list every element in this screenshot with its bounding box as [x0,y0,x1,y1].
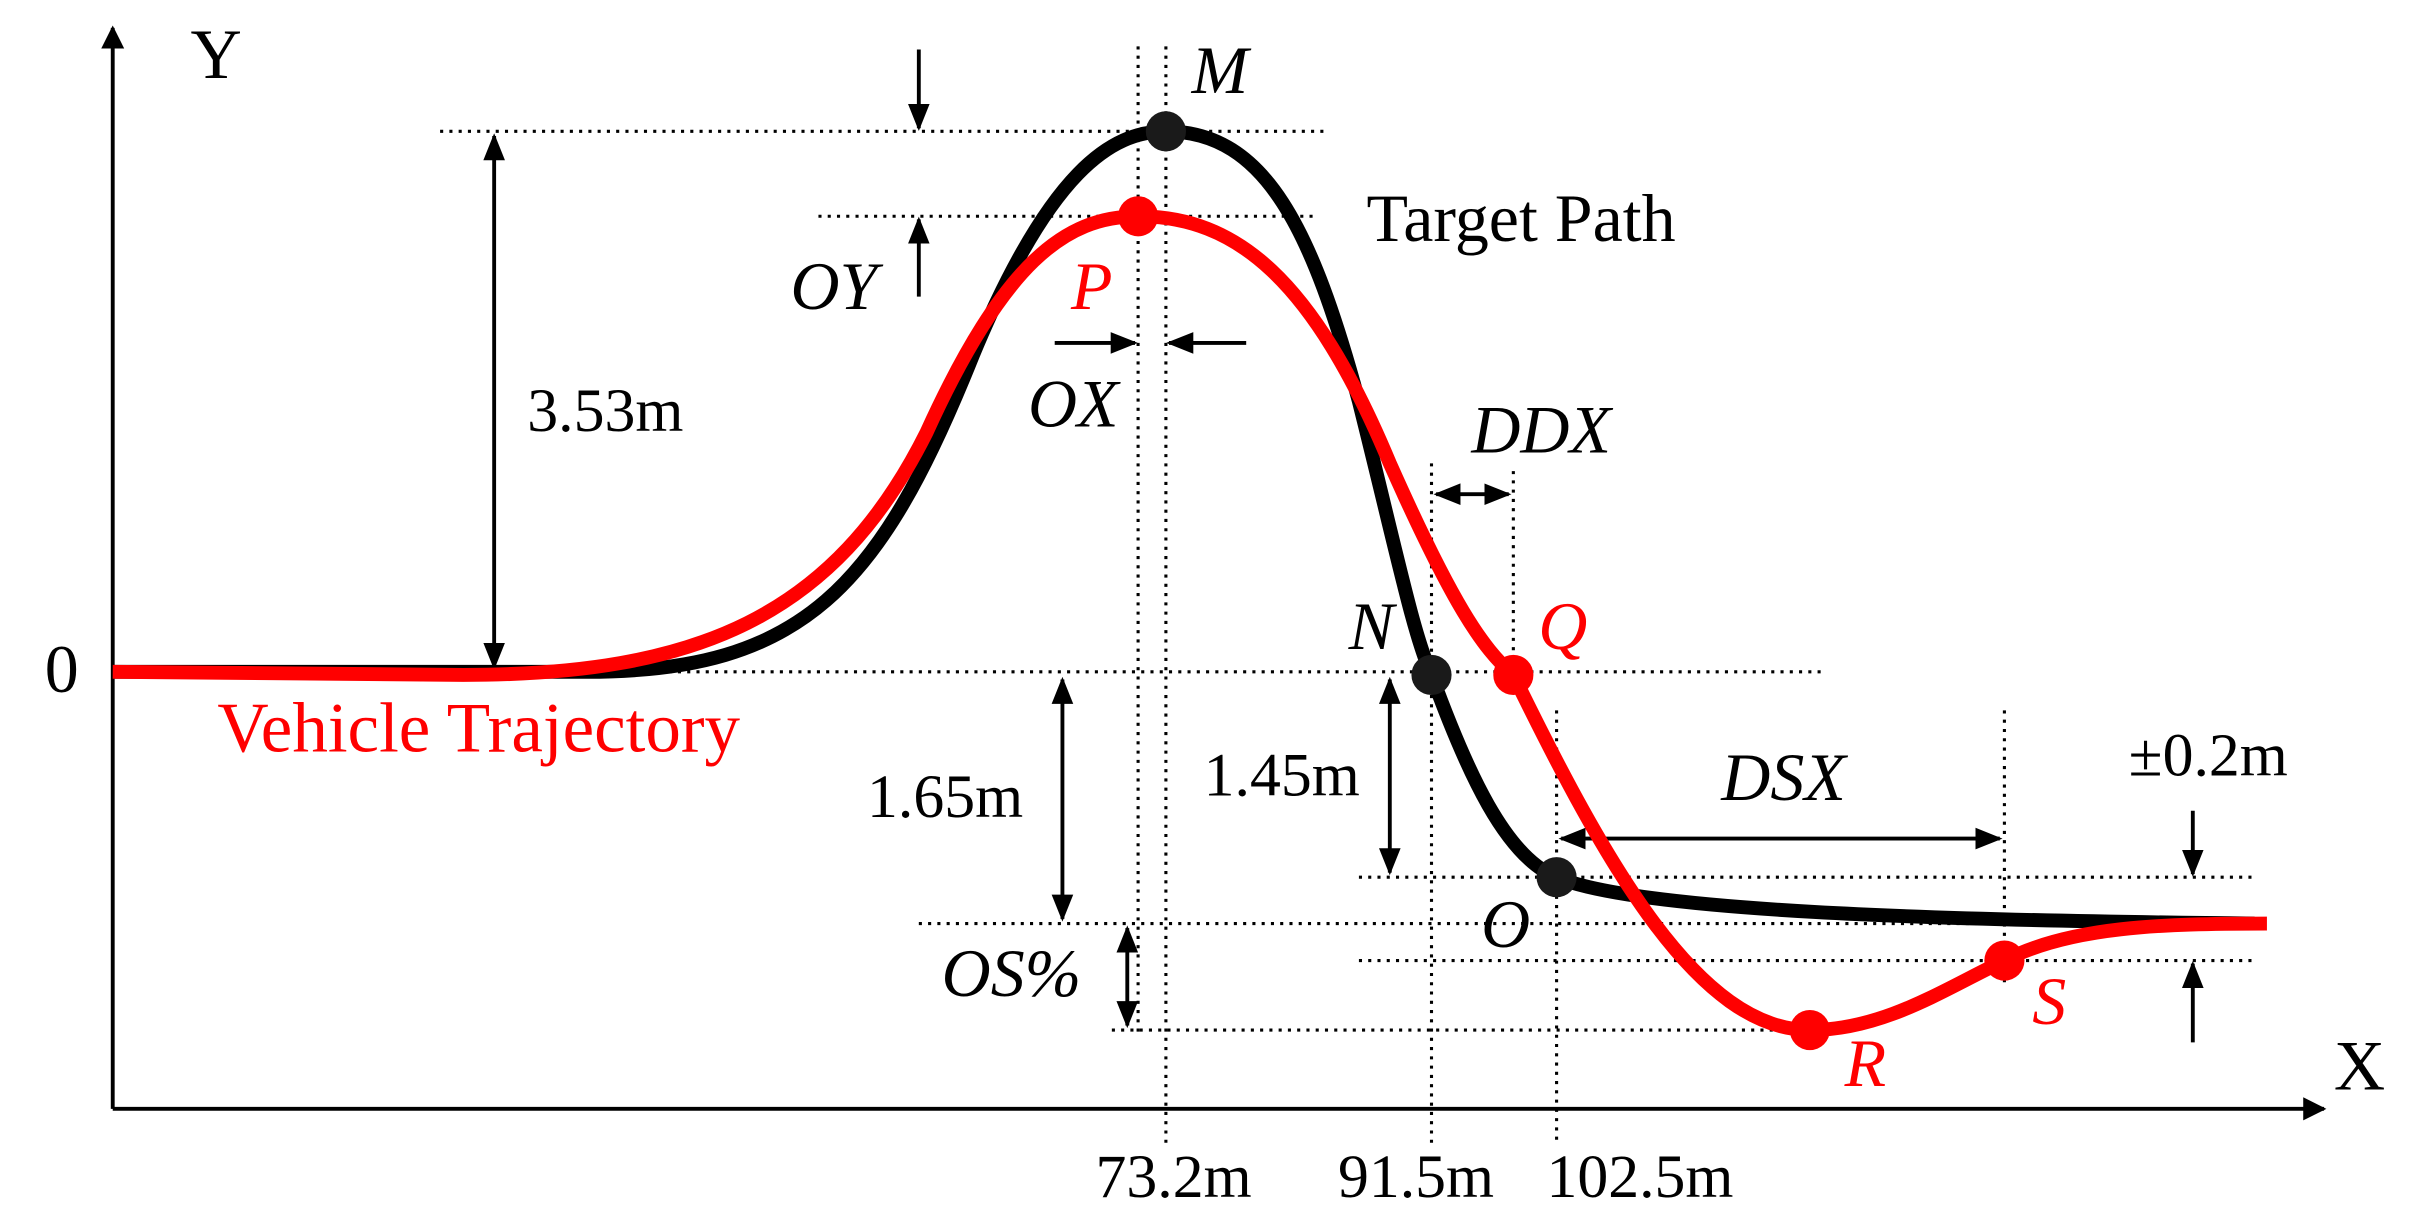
point-label: O [1481,886,1530,962]
curve-label: Vehicle Trajectory [217,689,740,767]
dimension-label: OY [790,248,883,324]
dimension-label: DDX [1470,392,1613,468]
point-label: M [1191,32,1252,108]
dimension-arrows [483,49,2204,1043]
point-label: N [1348,588,1398,664]
axes [101,25,2327,1121]
point-label: P [1070,248,1113,324]
point-label: S [2032,963,2066,1039]
x-mark-label: 102.5m [1546,1143,1733,1211]
points [1118,111,2025,1051]
dimension-label: 3.53m [527,377,683,445]
point-label: R [1844,1025,1887,1101]
x-mark-label: 91.5m [1338,1143,1494,1211]
dimension-label: OS% [942,935,1082,1011]
x-mark-label: 73.2m [1096,1143,1252,1211]
dimension-label: OX [1028,365,1121,441]
point-label: Q [1538,588,1587,664]
guides [112,46,2255,1143]
y-axis-label: Y [191,16,242,94]
x-axis-label: X [2334,1028,2385,1106]
curve-label: Target Path [1367,180,1676,256]
origin-label: 0 [45,631,79,707]
target-path [112,124,2255,931]
dimension-label: DSX [1720,739,1848,815]
vehicle-trajectory [112,209,2267,1038]
dimension-label: 1.45m [1204,742,1360,810]
dimension-label: 1.65m [867,763,1023,831]
dimension-label: ±0.2m [2129,722,2288,790]
